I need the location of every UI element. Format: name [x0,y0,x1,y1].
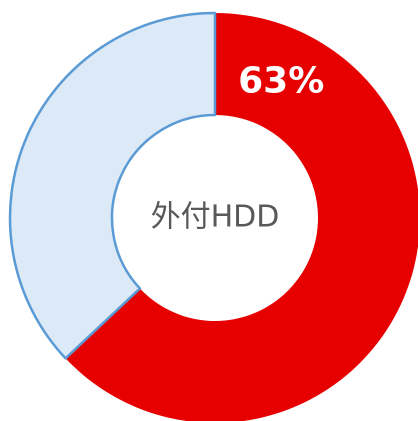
data-label: 63% [238,60,324,101]
center-label: 外付HDD [151,200,280,235]
donut-slice [8,11,217,360]
donut-slice [65,13,418,421]
slices [8,11,418,421]
